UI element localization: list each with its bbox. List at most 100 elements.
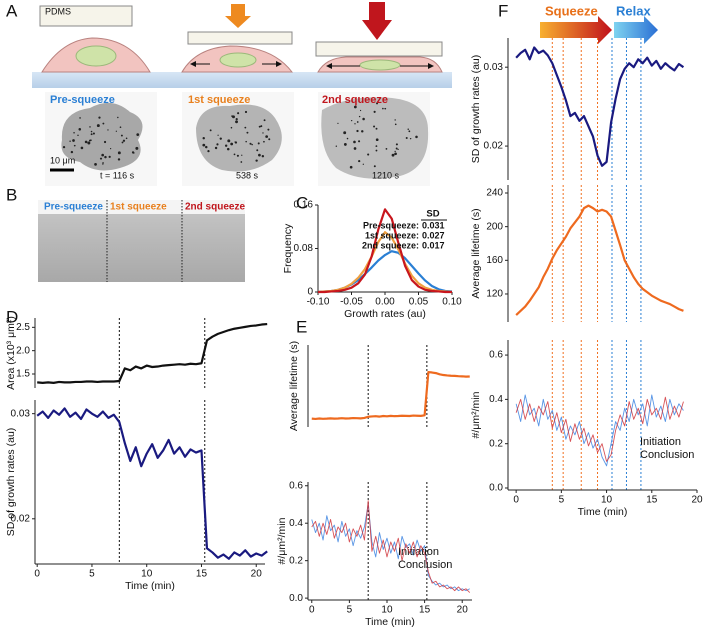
nucleus bbox=[75, 45, 117, 67]
y-axis-label: Area (x10³ μm²) bbox=[5, 316, 17, 390]
panel-label: A bbox=[6, 1, 18, 20]
puncta bbox=[117, 151, 121, 155]
y-tick-label: 1.5 bbox=[16, 369, 30, 380]
puncta bbox=[79, 117, 81, 119]
pdms-block bbox=[39, 5, 133, 27]
squeeze-label: Squeeze bbox=[545, 3, 598, 18]
puncta bbox=[375, 127, 378, 130]
puncta bbox=[108, 155, 111, 158]
puncta bbox=[202, 143, 206, 147]
panel-label: F bbox=[498, 1, 508, 20]
puncta bbox=[132, 152, 135, 154]
y-tick-label: 2.0 bbox=[16, 345, 30, 356]
puncta bbox=[244, 110, 248, 114]
puncta bbox=[358, 115, 361, 118]
series-line bbox=[515, 46, 685, 167]
puncta bbox=[249, 142, 252, 145]
y-tick-label: 0.6 bbox=[289, 480, 303, 491]
micrographs bbox=[45, 92, 430, 186]
puncta bbox=[80, 146, 84, 150]
table-row-name: 2nd squeeze: bbox=[362, 240, 419, 250]
pdms-block bbox=[187, 31, 293, 45]
puncta bbox=[260, 125, 263, 128]
y-tick-label: 0.4 bbox=[489, 394, 503, 405]
puncta bbox=[375, 145, 378, 148]
condition-label: Pre-squeeze bbox=[44, 202, 103, 213]
arrowhead bbox=[190, 61, 196, 67]
y-axis-label: #/μm²/min bbox=[470, 391, 482, 438]
puncta bbox=[92, 132, 95, 135]
puncta bbox=[88, 139, 91, 142]
puncta bbox=[407, 128, 409, 130]
puncta bbox=[251, 143, 253, 146]
puncta bbox=[266, 135, 268, 138]
cell-image bbox=[196, 104, 282, 172]
y-axis-label: SD of growth rates (au) bbox=[470, 55, 482, 164]
puncta bbox=[362, 163, 364, 165]
force-arrow bbox=[225, 4, 251, 28]
puncta bbox=[405, 137, 408, 140]
puncta bbox=[349, 165, 353, 169]
x-tick-label: 0.00 bbox=[375, 297, 395, 308]
condition-label: 2nd squeeze bbox=[185, 202, 245, 213]
x-tick-label: 5 bbox=[89, 569, 95, 580]
puncta bbox=[226, 147, 230, 151]
puncta bbox=[397, 148, 399, 151]
x-tick-label: -0.10 bbox=[307, 297, 330, 308]
y-tick-label: 0.0 bbox=[289, 593, 303, 604]
puncta bbox=[235, 118, 238, 121]
puncta bbox=[77, 134, 79, 137]
puncta bbox=[230, 142, 234, 146]
puncta bbox=[394, 152, 397, 156]
puncta bbox=[232, 115, 235, 119]
puncta bbox=[375, 138, 379, 142]
x-tick-label: 15 bbox=[196, 569, 208, 580]
y-axis-label: Frequency bbox=[282, 223, 294, 273]
puncta bbox=[216, 143, 219, 146]
puncta bbox=[335, 145, 338, 147]
puncta bbox=[96, 124, 100, 128]
puncta bbox=[262, 132, 264, 134]
puncta bbox=[267, 128, 270, 131]
relax-label: Relax bbox=[616, 3, 651, 18]
y-tick-label: 0 bbox=[307, 287, 313, 298]
puncta bbox=[356, 121, 359, 123]
series-line bbox=[317, 250, 453, 294]
y-tick-label: 0.02 bbox=[484, 141, 504, 152]
y-tick-label: 0.6 bbox=[489, 350, 503, 361]
y-tick-label: 120 bbox=[486, 289, 503, 300]
puncta bbox=[409, 137, 412, 140]
condition-label: Pre-squeeze bbox=[50, 94, 115, 106]
puncta bbox=[122, 139, 126, 142]
puncta bbox=[240, 161, 243, 163]
condition-label: 1st squeeze bbox=[188, 94, 250, 106]
puncta bbox=[353, 105, 357, 109]
table-row-name: Pre-squeeze: bbox=[363, 220, 419, 230]
x-axis-label: Time (min) bbox=[125, 580, 175, 592]
kymograph bbox=[38, 200, 245, 282]
puncta bbox=[84, 140, 88, 144]
puncta bbox=[356, 129, 359, 133]
puncta bbox=[258, 125, 261, 128]
x-tick-label: 5 bbox=[347, 605, 353, 616]
series-line bbox=[317, 231, 453, 294]
y-tick-label: 0.02 bbox=[11, 513, 31, 524]
timestamp: t = 116 s bbox=[100, 170, 135, 180]
puncta bbox=[246, 131, 249, 134]
cell-image bbox=[61, 102, 143, 171]
puncta bbox=[121, 141, 124, 144]
nucleus bbox=[359, 59, 401, 71]
puncta bbox=[268, 138, 271, 141]
puncta bbox=[350, 119, 353, 122]
y-axis-label: SD of growth rates (au) bbox=[5, 428, 17, 537]
puncta bbox=[358, 159, 361, 163]
legend-entry: Initiation bbox=[640, 436, 681, 448]
puncta bbox=[73, 144, 76, 147]
x-tick-label: 0.10 bbox=[442, 297, 462, 308]
panel-label: C bbox=[296, 193, 308, 212]
y-tick-label: 200 bbox=[486, 221, 503, 232]
puncta bbox=[230, 126, 233, 129]
puncta bbox=[135, 146, 139, 150]
puncta bbox=[394, 150, 396, 153]
puncta bbox=[125, 137, 128, 140]
